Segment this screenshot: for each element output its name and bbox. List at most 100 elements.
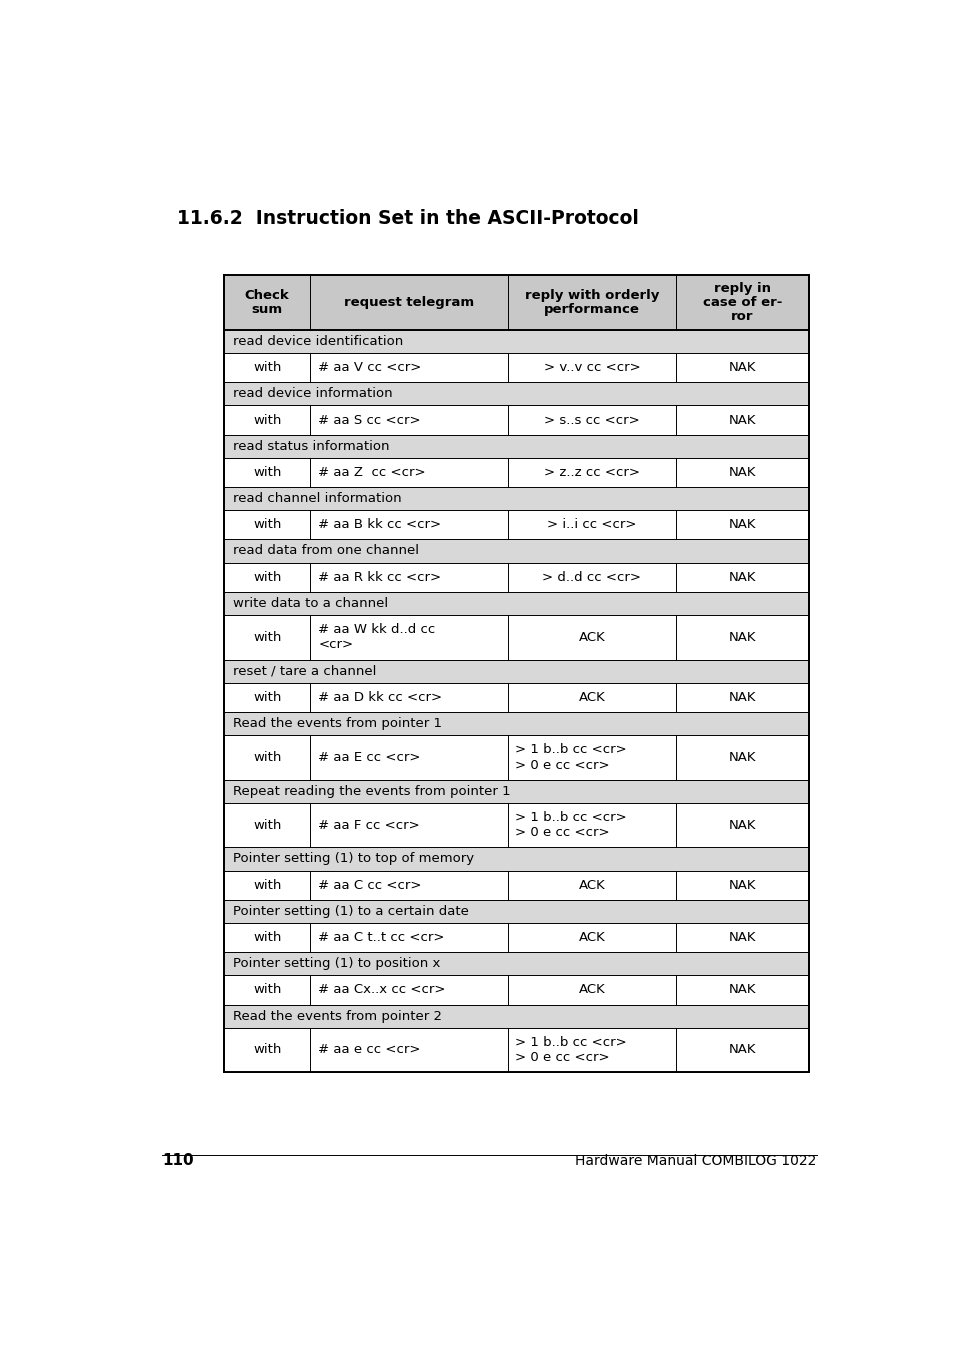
Text: 110: 110 xyxy=(162,1152,193,1167)
Text: Check: Check xyxy=(245,289,290,301)
Text: <cr>: <cr> xyxy=(318,639,353,651)
Text: 11.6.2  Instruction Set in the ASCII-Protocol: 11.6.2 Instruction Set in the ASCII-Prot… xyxy=(177,209,639,228)
Text: NAK: NAK xyxy=(728,1043,756,1056)
Text: read device information: read device information xyxy=(233,388,393,400)
Text: reply with orderly: reply with orderly xyxy=(524,289,659,301)
Text: NAK: NAK xyxy=(728,690,756,704)
Text: Hardware Manual COMBILOG 1022: Hardware Manual COMBILOG 1022 xyxy=(575,1154,816,1167)
Text: Pointer setting (1) to position x: Pointer setting (1) to position x xyxy=(233,958,440,970)
Bar xyxy=(224,382,808,405)
Text: NAK: NAK xyxy=(728,751,756,763)
Bar xyxy=(224,458,808,488)
Bar xyxy=(224,870,808,900)
Bar xyxy=(224,330,808,353)
Bar xyxy=(224,511,808,539)
Bar xyxy=(224,615,808,659)
Text: ACK: ACK xyxy=(578,878,604,892)
Text: # aa B kk cc <cr>: # aa B kk cc <cr> xyxy=(318,519,441,531)
Bar xyxy=(224,802,808,847)
Text: > v..v cc <cr>: > v..v cc <cr> xyxy=(543,361,639,374)
Text: with: with xyxy=(253,931,281,944)
Text: with: with xyxy=(253,413,281,427)
Text: with: with xyxy=(253,819,281,832)
Text: # aa W kk d..d cc: # aa W kk d..d cc xyxy=(318,623,435,636)
Bar xyxy=(224,1005,808,1028)
Text: NAK: NAK xyxy=(728,931,756,944)
Bar xyxy=(224,712,808,735)
Text: > 0 e cc <cr>: > 0 e cc <cr> xyxy=(515,827,609,839)
Text: NAK: NAK xyxy=(728,819,756,832)
Text: ACK: ACK xyxy=(578,931,604,944)
Text: write data to a channel: write data to a channel xyxy=(233,597,388,609)
Text: ACK: ACK xyxy=(578,984,604,997)
Bar xyxy=(224,562,808,592)
Bar xyxy=(224,488,808,511)
Text: # aa C t..t cc <cr>: # aa C t..t cc <cr> xyxy=(318,931,444,944)
Text: read data from one channel: read data from one channel xyxy=(233,544,418,558)
Text: performance: performance xyxy=(543,303,639,316)
Text: NAK: NAK xyxy=(728,413,756,427)
Text: read channel information: read channel information xyxy=(233,492,401,505)
Text: NAK: NAK xyxy=(728,878,756,892)
Text: with: with xyxy=(253,361,281,374)
Bar xyxy=(224,659,808,682)
Text: reply in: reply in xyxy=(714,282,770,295)
Text: # aa S cc <cr>: # aa S cc <cr> xyxy=(318,413,420,427)
Text: # aa F cc <cr>: # aa F cc <cr> xyxy=(318,819,419,832)
Text: NAK: NAK xyxy=(728,466,756,480)
Bar xyxy=(224,735,808,780)
Text: ACK: ACK xyxy=(578,690,604,704)
Text: # aa D kk cc <cr>: # aa D kk cc <cr> xyxy=(318,690,442,704)
Text: NAK: NAK xyxy=(728,631,756,643)
Text: with: with xyxy=(253,466,281,480)
Text: sum: sum xyxy=(252,303,282,316)
Bar xyxy=(224,682,808,712)
Text: # aa C cc <cr>: # aa C cc <cr> xyxy=(318,878,421,892)
Text: ror: ror xyxy=(731,309,753,323)
Text: Read the events from pointer 1: Read the events from pointer 1 xyxy=(233,717,441,730)
Bar xyxy=(224,952,808,975)
Bar xyxy=(224,353,808,382)
Text: Repeat reading the events from pointer 1: Repeat reading the events from pointer 1 xyxy=(233,785,510,797)
Bar xyxy=(224,975,808,1005)
Bar xyxy=(224,847,808,870)
Text: # aa Z  cc <cr>: # aa Z cc <cr> xyxy=(318,466,425,480)
Text: case of er-: case of er- xyxy=(702,296,781,309)
Bar xyxy=(224,405,808,435)
Text: request telegram: request telegram xyxy=(344,296,474,309)
Text: # aa R kk cc <cr>: # aa R kk cc <cr> xyxy=(318,570,441,584)
Text: > 1 b..b cc <cr>: > 1 b..b cc <cr> xyxy=(515,743,626,757)
Text: > 0 e cc <cr>: > 0 e cc <cr> xyxy=(515,1051,609,1065)
Bar xyxy=(224,1028,808,1073)
Bar xyxy=(224,539,808,562)
Text: with: with xyxy=(253,1043,281,1056)
Text: > z..z cc <cr>: > z..z cc <cr> xyxy=(543,466,639,480)
Text: > 1 b..b cc <cr>: > 1 b..b cc <cr> xyxy=(515,811,626,824)
Text: NAK: NAK xyxy=(728,570,756,584)
Text: with: with xyxy=(253,751,281,763)
Text: Read the events from pointer 2: Read the events from pointer 2 xyxy=(233,1009,441,1023)
Text: Pointer setting (1) to top of memory: Pointer setting (1) to top of memory xyxy=(233,852,474,866)
Text: NAK: NAK xyxy=(728,984,756,997)
Text: with: with xyxy=(253,878,281,892)
Bar xyxy=(224,435,808,458)
Bar xyxy=(224,274,808,330)
Bar xyxy=(224,923,808,952)
Text: reset / tare a channel: reset / tare a channel xyxy=(233,665,376,678)
Bar xyxy=(224,780,808,802)
Text: with: with xyxy=(253,570,281,584)
Text: > 0 e cc <cr>: > 0 e cc <cr> xyxy=(515,758,609,771)
Text: with: with xyxy=(253,690,281,704)
Text: NAK: NAK xyxy=(728,519,756,531)
Text: > 1 b..b cc <cr>: > 1 b..b cc <cr> xyxy=(515,1036,626,1048)
Text: > s..s cc <cr>: > s..s cc <cr> xyxy=(543,413,639,427)
Text: > i..i cc <cr>: > i..i cc <cr> xyxy=(547,519,636,531)
Text: with: with xyxy=(253,984,281,997)
Bar xyxy=(224,900,808,923)
Text: with: with xyxy=(253,631,281,643)
Text: read device identification: read device identification xyxy=(233,335,403,349)
Text: > d..d cc <cr>: > d..d cc <cr> xyxy=(542,570,640,584)
Text: # aa Cx..x cc <cr>: # aa Cx..x cc <cr> xyxy=(318,984,445,997)
Text: # aa V cc <cr>: # aa V cc <cr> xyxy=(318,361,421,374)
Text: Pointer setting (1) to a certain date: Pointer setting (1) to a certain date xyxy=(233,905,469,917)
